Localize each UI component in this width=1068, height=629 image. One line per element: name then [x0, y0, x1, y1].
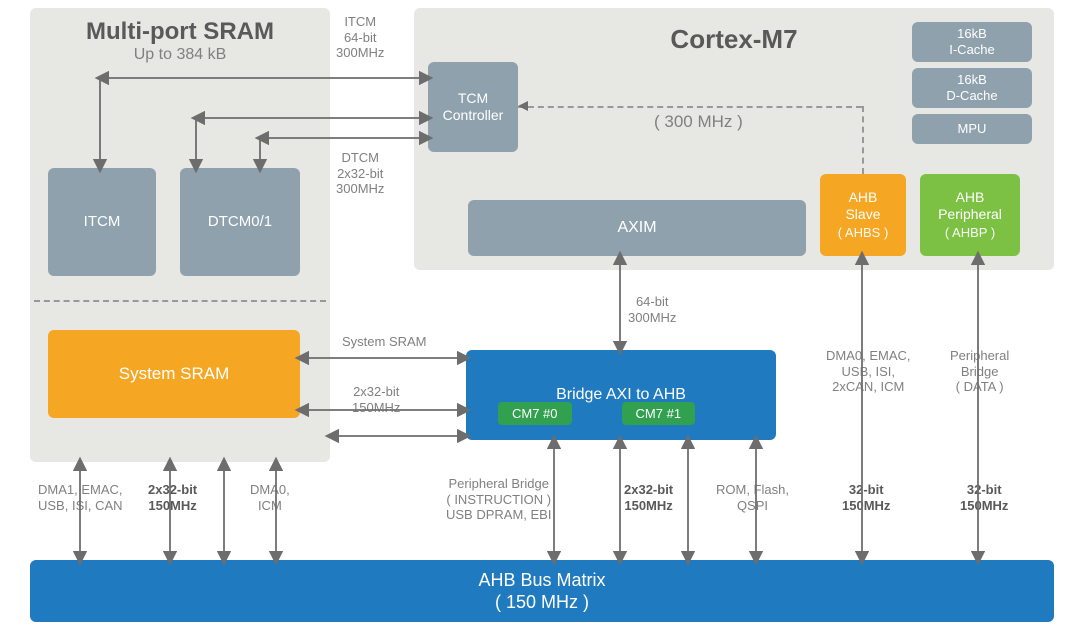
double-arrows — [0, 0, 1068, 629]
